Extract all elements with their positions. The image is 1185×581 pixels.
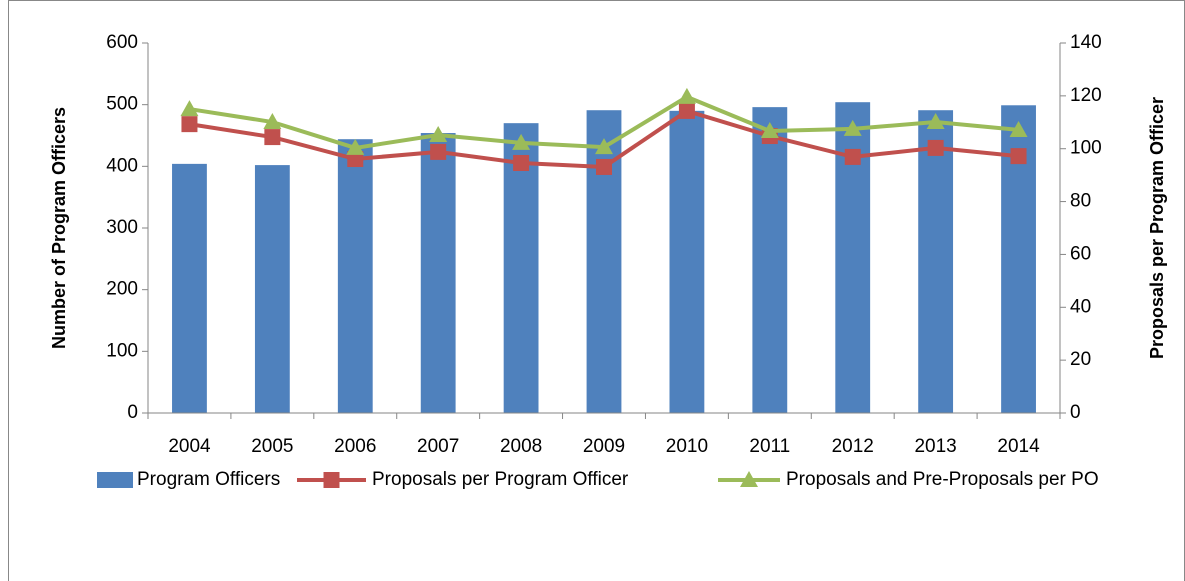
x-tick-label: 2013 [914, 436, 956, 457]
marker [429, 125, 448, 142]
x-tick-label: 2011 [749, 436, 790, 457]
bar [586, 110, 622, 413]
marker [1010, 148, 1027, 165]
marker [677, 87, 696, 104]
y-tick-label: 300 [106, 217, 138, 238]
bar [172, 163, 207, 413]
x-tick-label: 2012 [832, 436, 874, 457]
y2-tick-label: 140 [1070, 32, 1102, 53]
y-axis-title: Number of Program Officers [49, 107, 69, 349]
y2-tick-label: 60 [1070, 243, 1091, 264]
bar [752, 107, 788, 413]
marker [346, 138, 365, 155]
y-tick-label: 500 [106, 94, 138, 115]
y-tick-label: 400 [106, 155, 138, 176]
y-tick-label: 0 [127, 402, 138, 423]
marker [264, 129, 281, 146]
bar [503, 123, 539, 414]
marker [927, 139, 944, 156]
y-tick-label: 600 [106, 32, 138, 53]
legend-marker [323, 472, 340, 488]
legend-label: Program Officers [137, 469, 280, 490]
y2-tick-label: 80 [1070, 191, 1091, 212]
x-tick-label: 2004 [168, 436, 211, 457]
y2-tick-label: 40 [1070, 296, 1091, 317]
y2-axis-title: Proposals per Program Officer [1147, 97, 1167, 359]
y-tick-label: 200 [106, 279, 138, 300]
bar [835, 102, 871, 413]
marker [844, 148, 861, 165]
marker [760, 122, 779, 139]
marker [263, 113, 282, 130]
marker [1009, 120, 1028, 137]
bar [918, 110, 954, 413]
bar [337, 139, 373, 413]
x-tick-label: 2006 [334, 436, 376, 457]
legend-label: Proposals and Pre-Proposals per PO [786, 469, 1099, 490]
marker [926, 113, 945, 130]
legend-swatch [97, 472, 133, 488]
bar [669, 110, 705, 413]
marker [596, 158, 612, 175]
y2-tick-label: 100 [1070, 138, 1102, 159]
legend-label: Proposals per Program Officer [372, 469, 629, 490]
marker [347, 151, 364, 168]
marker [512, 133, 531, 150]
marker [513, 154, 530, 171]
x-tick-label: 2008 [500, 436, 542, 457]
marker [678, 102, 695, 119]
bar [420, 133, 456, 414]
y-tick-label: 100 [106, 340, 138, 361]
marker [843, 119, 862, 136]
x-tick-label: 2010 [666, 436, 708, 457]
y2-tick-label: 0 [1070, 402, 1081, 423]
marker [430, 143, 447, 160]
y2-tick-label: 120 [1070, 85, 1102, 106]
x-tick-label: 2009 [583, 436, 625, 457]
x-tick-label: 2007 [417, 436, 459, 457]
marker [180, 100, 199, 117]
legend-marker [740, 471, 758, 487]
y2-tick-label: 20 [1070, 349, 1091, 370]
marker [595, 138, 613, 155]
x-tick-label: 2014 [997, 436, 1040, 457]
x-tick-label: 2005 [251, 436, 293, 457]
marker [181, 116, 198, 133]
bar [254, 165, 290, 413]
